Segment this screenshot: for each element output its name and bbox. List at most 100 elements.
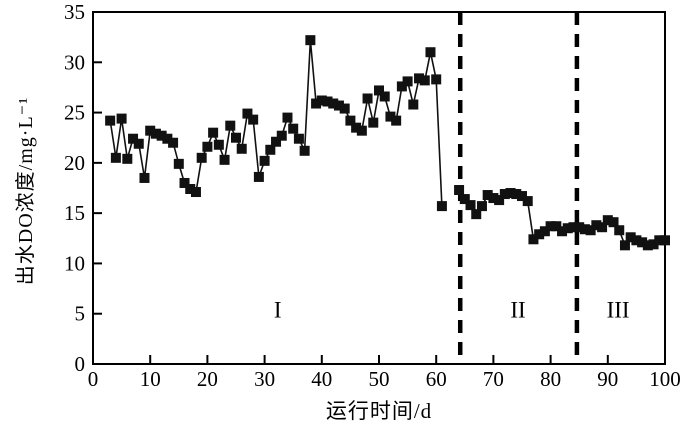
data-point-marker (534, 229, 545, 240)
data-point-marker (139, 172, 150, 183)
data-point-marker (299, 145, 310, 156)
data-point-marker (271, 136, 282, 147)
x-tick-label: 40 (311, 367, 332, 391)
data-point-marker (557, 226, 568, 237)
data-point-marker (305, 35, 316, 46)
data-point-marker (414, 73, 425, 84)
data-point-marker (482, 190, 493, 201)
data-point-marker (231, 132, 241, 143)
data-point-marker (236, 143, 247, 154)
data-point-marker (614, 225, 625, 236)
data-point-marker (436, 201, 447, 212)
data-point-marker (288, 123, 299, 134)
data-point-marker (333, 100, 344, 111)
data-point-marker (276, 130, 287, 141)
data-point-marker (660, 235, 670, 246)
y-tick-label: 15 (64, 201, 85, 225)
y-axis-title: 出水DO浓度/mg·L⁻¹ (15, 96, 37, 286)
data-point-marker (631, 235, 642, 246)
data-point-marker (391, 115, 402, 126)
data-point-marker (374, 85, 384, 96)
region-label: II (510, 298, 525, 323)
data-point-marker (425, 47, 436, 58)
y-tick-label: 35 (64, 0, 85, 24)
data-point-marker (202, 141, 213, 152)
x-tick-label: 0 (88, 367, 99, 391)
data-point-marker (265, 144, 276, 155)
data-point-marker (488, 193, 499, 204)
data-point-marker (637, 237, 648, 248)
x-tick-label: 30 (254, 367, 275, 391)
data-point-marker (282, 112, 293, 123)
data-point-marker (551, 221, 562, 232)
x-tick-label: 90 (597, 367, 618, 391)
x-tick-label: 70 (483, 367, 504, 391)
data-point-marker (499, 189, 510, 200)
data-point-marker (362, 93, 373, 104)
data-point-marker (517, 191, 527, 202)
data-point-marker (568, 222, 579, 233)
data-point-marker (528, 234, 539, 245)
data-point-marker (259, 155, 270, 166)
data-point-marker (145, 125, 156, 136)
data-point-marker (110, 152, 121, 163)
data-point-marker (213, 139, 224, 150)
data-point-marker (150, 128, 161, 139)
data-point-marker (162, 133, 173, 144)
data-point-marker (585, 225, 596, 236)
y-tick-label: 30 (64, 50, 85, 74)
data-point-marker (339, 103, 350, 114)
data-point-marker (597, 222, 608, 233)
data-point-marker (196, 152, 207, 163)
data-point-marker (311, 98, 322, 109)
data-point-marker (602, 215, 613, 226)
data-point-marker (185, 184, 196, 195)
data-point-marker (625, 232, 636, 243)
data-point-marker (465, 200, 476, 211)
data-point-marker (179, 177, 190, 188)
data-point-marker (591, 220, 602, 231)
data-point-marker (379, 91, 390, 102)
data-point-marker (579, 224, 590, 235)
data-point-marker (648, 239, 659, 250)
data-point-marker (471, 209, 482, 220)
data-point-marker (539, 226, 550, 237)
data-point-marker (351, 122, 362, 133)
data-point-marker (219, 154, 230, 165)
data-point-marker (608, 217, 619, 228)
x-axis-title: 运行时间/d (325, 399, 433, 423)
x-tick-label: 10 (140, 367, 161, 391)
x-tick-label: 100 (649, 367, 681, 391)
data-point-marker (322, 96, 333, 107)
data-point-marker (225, 120, 236, 131)
x-tick-label: 80 (540, 367, 561, 391)
data-point-marker (116, 113, 127, 124)
data-point-marker (419, 75, 430, 86)
y-tick-label: 0 (75, 352, 86, 376)
data-point-marker (105, 115, 116, 126)
x-tick-label: 60 (426, 367, 447, 391)
region-label: III (607, 298, 630, 323)
data-point-marker (459, 194, 470, 205)
region-label: I (274, 298, 282, 323)
data-point-marker (190, 187, 201, 198)
y-tick-label: 20 (64, 151, 85, 175)
plot-frame (92, 11, 666, 365)
data-point-marker (133, 138, 144, 149)
y-tick-label: 10 (64, 251, 85, 275)
data-point-marker (368, 117, 379, 128)
data-point-marker (545, 221, 556, 232)
data-point-marker (431, 74, 442, 85)
data-point-marker (122, 153, 133, 164)
data-point-marker (316, 95, 327, 106)
data-point-marker (345, 115, 356, 126)
data-point-marker (128, 133, 139, 144)
data-point-marker (328, 98, 339, 109)
data-point-marker (242, 108, 253, 119)
data-point-marker (385, 111, 396, 122)
data-point-marker (619, 240, 630, 251)
x-tick-label: 50 (369, 367, 390, 391)
x-tick-label: 20 (197, 367, 218, 391)
data-point-marker (356, 125, 367, 136)
